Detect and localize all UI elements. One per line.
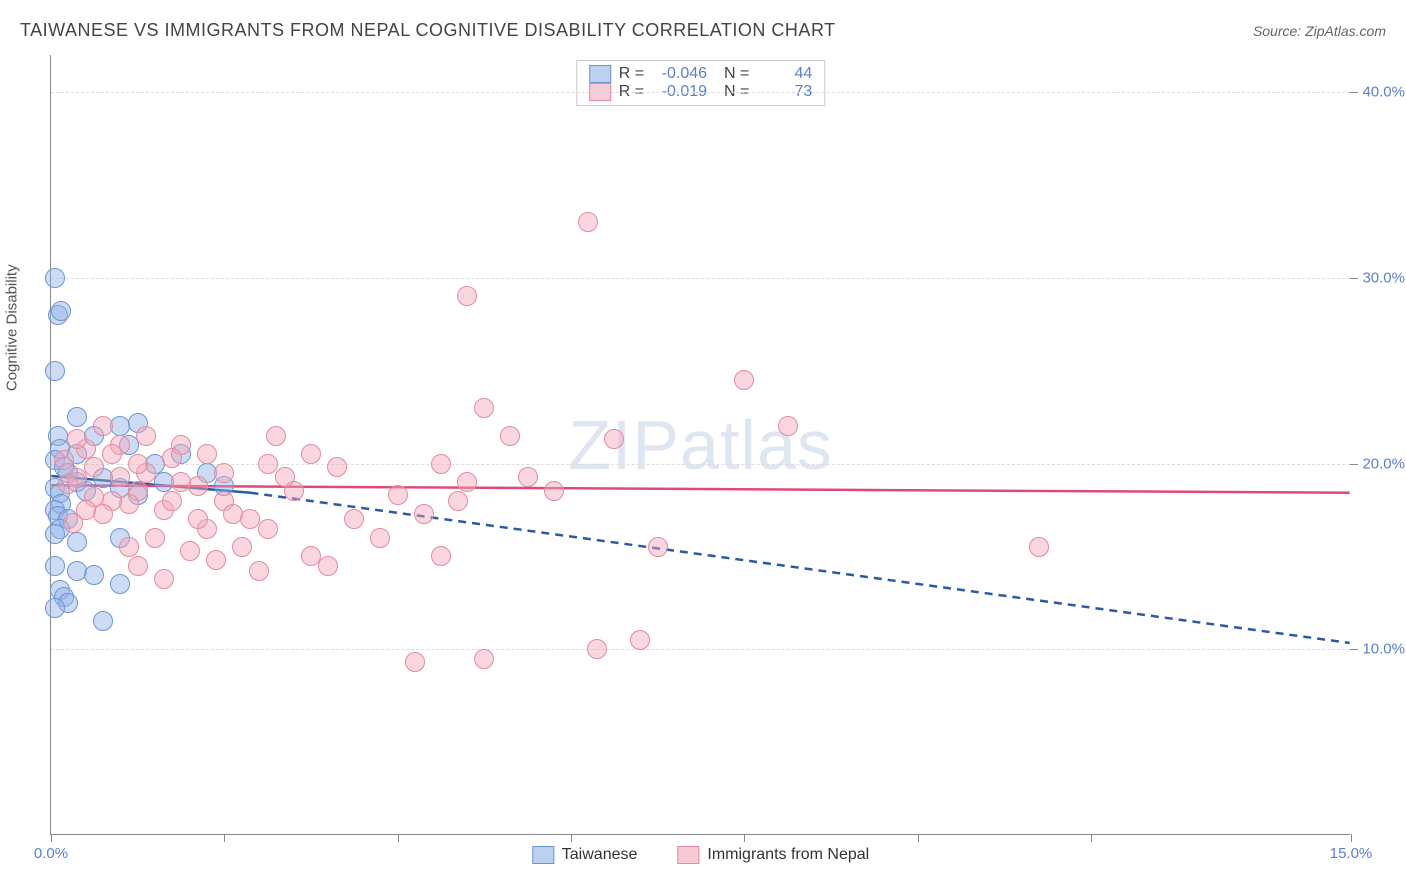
nepal-point — [318, 556, 338, 576]
taiwanese-point — [45, 524, 65, 544]
nepal-point — [54, 450, 74, 470]
nepal-point — [171, 472, 191, 492]
nepal-point — [110, 467, 130, 487]
y-axis-label: Cognitive Disability — [4, 264, 21, 391]
taiwanese-point — [45, 361, 65, 381]
nepal-point — [58, 474, 78, 494]
nepal-point — [128, 556, 148, 576]
taiwanese-point — [110, 574, 130, 594]
nepal-point — [84, 457, 104, 477]
nepal-point — [405, 652, 425, 672]
nepal-point — [63, 513, 83, 533]
chart-title: TAIWANESE VS IMMIGRANTS FROM NEPAL COGNI… — [20, 20, 836, 41]
nepal-point — [778, 416, 798, 436]
source-label: Source: ZipAtlas.com — [1253, 23, 1386, 39]
correlation-legend: R =-0.046 N =44 R =-0.019 N =73 — [576, 60, 826, 106]
nepal-point — [301, 546, 321, 566]
nepal-point — [240, 509, 260, 529]
nepal-point — [518, 467, 538, 487]
nepal-point — [648, 537, 668, 557]
nepal-point — [370, 528, 390, 548]
nepal-point — [162, 448, 182, 468]
nepal-point — [604, 429, 624, 449]
nepal-point — [578, 212, 598, 232]
nepal-point — [119, 494, 139, 514]
nepal-point — [180, 541, 200, 561]
nepal-point — [474, 649, 494, 669]
nepal-swatch-b — [677, 846, 699, 864]
nepal-point — [214, 463, 234, 483]
nepal-point — [206, 550, 226, 570]
nepal-point — [162, 491, 182, 511]
taiwanese-point — [93, 611, 113, 631]
nepal-point — [327, 457, 347, 477]
nepal-point — [431, 546, 451, 566]
nepal-point — [474, 398, 494, 418]
y-tick-label: 10.0% — [1362, 641, 1405, 658]
nepal-point — [388, 485, 408, 505]
x-tick-label: 15.0% — [1330, 845, 1373, 862]
taiwanese-point — [67, 532, 87, 552]
nepal-point — [1029, 537, 1049, 557]
nepal-point — [128, 454, 148, 474]
nepal-point — [154, 569, 174, 589]
y-tick-label: 20.0% — [1362, 455, 1405, 472]
nepal-point — [102, 444, 122, 464]
taiwanese-point — [45, 598, 65, 618]
gridline — [51, 92, 1350, 93]
nepal-point — [93, 416, 113, 436]
chart-plot-area: ZIPatlas R =-0.046 N =44 R =-0.019 N =73… — [50, 55, 1350, 835]
taiwanese-point — [84, 565, 104, 585]
nepal-point — [344, 509, 364, 529]
nepal-point — [266, 426, 286, 446]
gridline — [51, 464, 1350, 465]
nepal-point — [145, 528, 165, 548]
nepal-point — [448, 491, 468, 511]
nepal-point — [587, 639, 607, 659]
gridline — [51, 278, 1350, 279]
taiwanese-point — [45, 268, 65, 288]
nepal-point — [414, 504, 434, 524]
nepal-point — [500, 426, 520, 446]
y-tick-label: 40.0% — [1362, 84, 1405, 101]
taiwanese-point — [51, 301, 71, 321]
y-tick-label: 30.0% — [1362, 269, 1405, 286]
nepal-point — [232, 537, 252, 557]
taiwanese-point — [45, 556, 65, 576]
nepal-point — [119, 537, 139, 557]
nepal-point — [544, 481, 564, 501]
nepal-point — [188, 476, 208, 496]
nepal-point — [301, 444, 321, 464]
taiwanese-swatch-b — [532, 846, 554, 864]
nepal-point — [258, 519, 278, 539]
nepal-point — [188, 509, 208, 529]
nepal-point — [431, 454, 451, 474]
nepal-point — [457, 286, 477, 306]
nepal-point — [258, 454, 278, 474]
nepal-point — [223, 504, 243, 524]
nepal-point — [136, 426, 156, 446]
nepal-point — [249, 561, 269, 581]
series-legend: Taiwanese Immigrants from Nepal — [532, 846, 869, 864]
taiwanese-swatch — [589, 65, 611, 83]
nepal-point — [275, 467, 295, 487]
x-tick-label: 0.0% — [34, 845, 68, 862]
nepal-point — [197, 444, 217, 464]
nepal-point — [630, 630, 650, 650]
regression-lines — [51, 55, 1350, 834]
taiwanese-point — [67, 407, 87, 427]
gridline — [51, 649, 1350, 650]
nepal-point — [734, 370, 754, 390]
nepal-point — [457, 472, 477, 492]
nepal-point — [67, 429, 87, 449]
